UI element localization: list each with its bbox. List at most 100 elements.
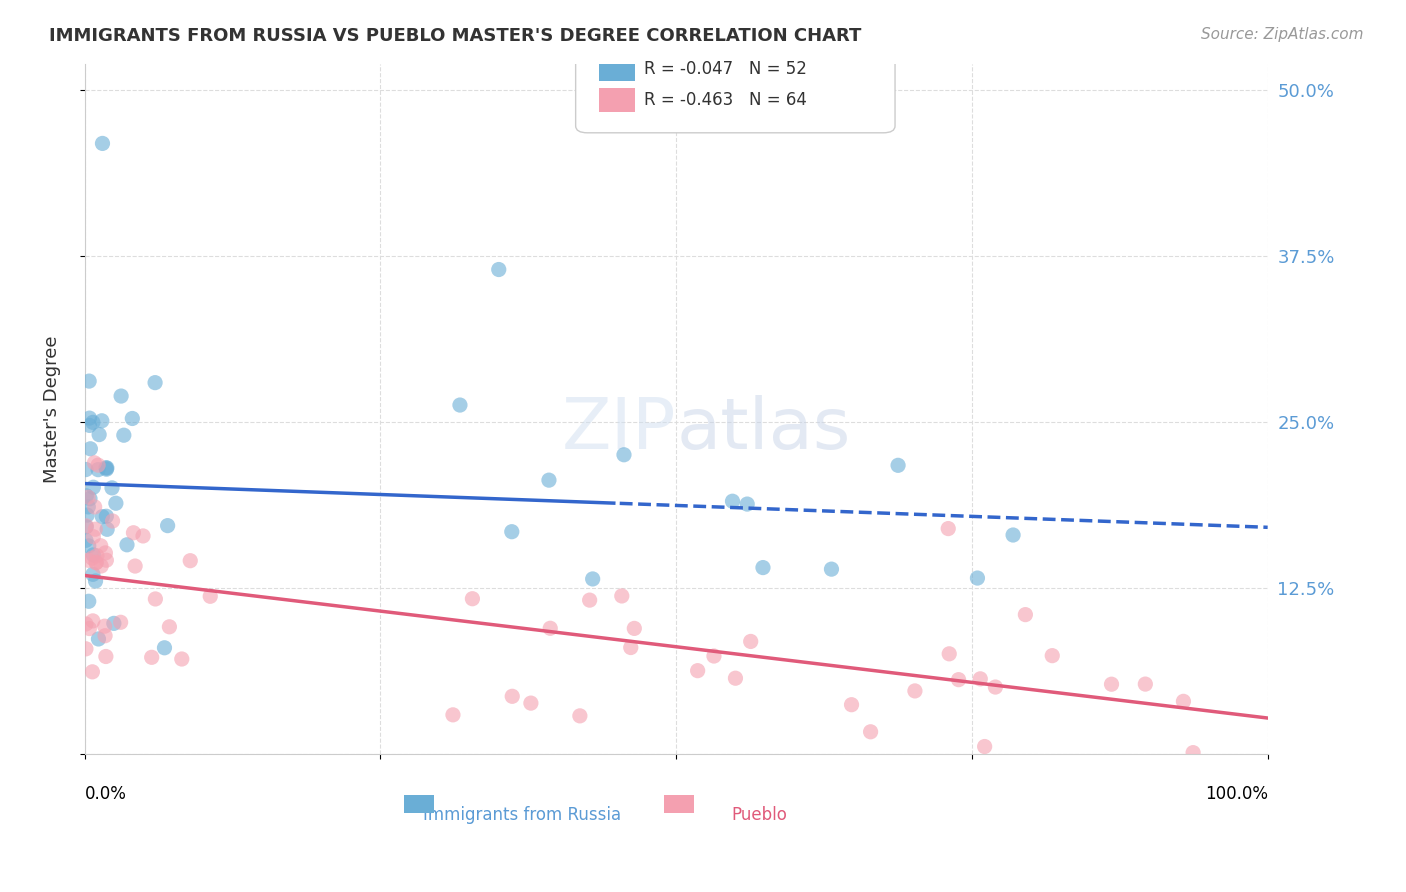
FancyBboxPatch shape (575, 39, 896, 133)
Bar (599, 88, 634, 112)
Point (75, 617, 97, 632)
Text: IMMIGRANTS FROM RUSSIA VS PUEBLO MASTER'S DEGREE CORRELATION CHART: IMMIGRANTS FROM RUSSIA VS PUEBLO MASTER'… (49, 27, 862, 45)
Point (77, 553, 100, 567)
Point (110, 389, 132, 403)
Point (948, 673, 970, 687)
Point (686, 664, 709, 678)
Point (1040, 648, 1063, 663)
Point (93, 619, 115, 633)
Point (77, 500, 100, 514)
Point (537, 473, 560, 487)
Point (90, 559, 112, 574)
Point (1135, 677, 1157, 691)
Point (94, 461, 117, 475)
Point (82, 415, 104, 429)
Point (94, 649, 117, 664)
Point (501, 524, 523, 539)
Text: 0.0%: 0.0% (84, 785, 127, 803)
Point (96, 522, 118, 536)
Point (501, 690, 523, 704)
Point (96, 462, 118, 476)
Point (887, 458, 910, 473)
Point (449, 398, 471, 412)
Point (91, 509, 114, 524)
Point (904, 684, 927, 698)
Text: ZIP: ZIP (561, 395, 676, 464)
Text: Pueblo: Pueblo (731, 805, 787, 823)
Point (578, 593, 600, 607)
Text: Immigrants from Russia: Immigrants from Russia (423, 805, 621, 823)
Point (91, 136, 114, 151)
Point (143, 376, 166, 390)
Point (103, 616, 125, 631)
Point (90, 414, 112, 428)
Point (966, 571, 988, 585)
Point (101, 481, 124, 495)
Point (145, 591, 167, 606)
Point (77, 594, 100, 608)
Point (83, 456, 105, 470)
Point (938, 647, 960, 661)
Bar (665, 796, 695, 813)
Point (96, 553, 118, 567)
Point (620, 640, 643, 655)
Point (84, 574, 107, 588)
Text: atlas: atlas (676, 395, 851, 464)
Text: R = -0.463   N = 64: R = -0.463 N = 64 (644, 91, 807, 109)
Point (87, 463, 110, 477)
Point (752, 560, 775, 574)
Point (121, 411, 143, 425)
Point (90, 539, 112, 553)
Point (79, 442, 101, 456)
Point (703, 648, 725, 663)
Point (82, 567, 104, 582)
Text: Source: ZipAtlas.com: Source: ZipAtlas.com (1201, 27, 1364, 42)
Point (969, 672, 991, 686)
Point (75, 462, 97, 476)
Point (973, 739, 995, 754)
Point (582, 572, 605, 586)
Point (623, 621, 645, 635)
Point (1002, 528, 1025, 542)
Point (841, 698, 863, 712)
Point (84, 522, 107, 536)
Point (94, 546, 117, 560)
Point (724, 671, 747, 685)
Point (1173, 694, 1195, 708)
Point (157, 620, 180, 634)
Point (461, 591, 484, 606)
Point (87, 458, 110, 472)
Point (132, 529, 155, 543)
Text: 100.0%: 100.0% (1205, 785, 1268, 803)
Point (721, 494, 744, 508)
Point (96, 509, 118, 524)
Point (610, 589, 633, 603)
Point (568, 709, 591, 723)
Point (75, 641, 97, 656)
Point (87, 632, 110, 646)
Point (179, 554, 201, 568)
Point (94, 629, 117, 643)
Point (740, 634, 762, 648)
Point (79, 418, 101, 433)
Point (89, 427, 111, 442)
Bar (404, 796, 433, 813)
Point (82, 480, 104, 494)
Bar (599, 57, 634, 81)
Point (984, 680, 1007, 694)
Point (156, 518, 179, 533)
Point (859, 724, 882, 739)
Point (75, 519, 97, 533)
Point (75, 533, 97, 548)
Point (110, 615, 132, 630)
Point (77, 374, 100, 388)
Point (112, 428, 135, 442)
Point (84, 556, 107, 570)
Point (1182, 746, 1205, 760)
Y-axis label: Master's Degree: Master's Degree (44, 335, 60, 483)
Point (153, 640, 176, 655)
Point (104, 496, 127, 510)
Point (75, 520, 97, 534)
Point (77, 539, 100, 553)
Point (170, 652, 193, 666)
